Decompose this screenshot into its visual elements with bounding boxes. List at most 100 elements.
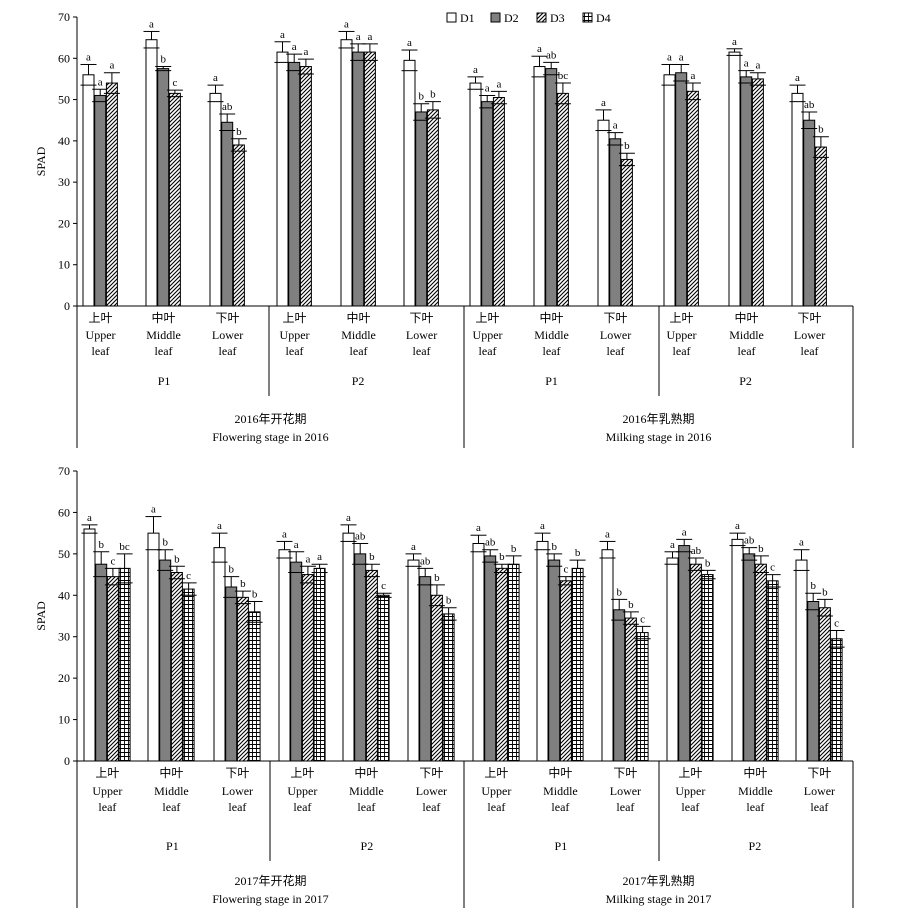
- stage-label-cn: 2016年开花期: [234, 411, 306, 426]
- category-label-cn: 上叶: [678, 766, 702, 780]
- category-label-en: leaf: [422, 800, 440, 814]
- bar-d1: [276, 51, 289, 307]
- significance-letter: a: [294, 539, 299, 551]
- significance-letter: c: [770, 562, 775, 574]
- bar-d2: [678, 545, 691, 762]
- bar-d3: [751, 78, 764, 307]
- category-label-en: Upper: [675, 784, 705, 798]
- bar-d3: [426, 109, 439, 307]
- category-label-en: Upper: [92, 784, 122, 798]
- group-label: P1: [555, 839, 568, 853]
- bar-d1: [407, 559, 420, 762]
- bar-d3: [559, 580, 572, 762]
- y-tick-label: 60: [58, 51, 70, 65]
- significance-letter: bc: [558, 70, 569, 82]
- bar-d2: [481, 101, 494, 307]
- group-label: P2: [352, 374, 365, 388]
- significance-letter: ab: [804, 99, 815, 111]
- significance-letter: b: [252, 589, 258, 601]
- category-label-cn: 下叶: [604, 311, 628, 325]
- significance-letter: b: [369, 551, 375, 563]
- bar-d2: [419, 576, 432, 762]
- legend-label-d1: D1: [460, 11, 475, 25]
- category-label-en: Middle: [729, 328, 764, 342]
- significance-letter: c: [834, 618, 839, 630]
- bar-d3: [492, 97, 505, 307]
- significance-letter: b: [446, 595, 452, 607]
- bar-d4: [701, 574, 714, 762]
- significance-letter: b: [174, 553, 180, 565]
- significance-letter: a: [407, 37, 412, 49]
- bar-d4: [571, 567, 584, 762]
- group-label: P1: [158, 374, 171, 388]
- category-label-cn: 下叶: [216, 311, 240, 325]
- y-tick-label: 50: [58, 547, 70, 561]
- category-label-cn: 下叶: [410, 311, 434, 325]
- significance-letter: b: [160, 54, 166, 66]
- bar-d2: [613, 609, 626, 762]
- bar-d1: [340, 39, 353, 307]
- category-label-en: Upper: [667, 328, 697, 342]
- significance-letter: b: [705, 557, 711, 569]
- bar-d1: [533, 66, 546, 307]
- significance-letter: a: [682, 526, 687, 538]
- significance-letter: b: [810, 580, 816, 592]
- y-tick-label: 0: [64, 754, 70, 768]
- category-label-cn: 下叶: [807, 766, 831, 780]
- bar-d2: [743, 553, 756, 762]
- category-label-en: leaf: [357, 800, 375, 814]
- bar-d2: [225, 586, 238, 762]
- category-label-en: Middle: [154, 784, 189, 798]
- y-tick-label: 40: [58, 588, 70, 602]
- significance-letter: a: [305, 553, 310, 565]
- category-label-en: leaf: [413, 344, 431, 358]
- significance-letter: a: [109, 60, 114, 72]
- significance-letter: a: [735, 520, 740, 532]
- category-label-en: Middle: [738, 784, 773, 798]
- category-label-en: leaf: [616, 800, 634, 814]
- bar-d2: [354, 553, 367, 762]
- bar-d2: [157, 68, 170, 307]
- bar-d1: [213, 547, 226, 762]
- significance-letter: a: [690, 70, 695, 82]
- bar-d2: [95, 563, 108, 762]
- significance-letter: a: [601, 97, 606, 109]
- stage-label-cn: 2017年开花期: [234, 873, 306, 888]
- bar-d3: [232, 144, 245, 307]
- significance-letter: ab: [485, 537, 496, 549]
- significance-letter: a: [679, 51, 684, 63]
- legend-swatch-d2: [490, 12, 501, 23]
- bar-d1: [403, 59, 416, 307]
- bar-d1: [597, 119, 610, 307]
- significance-letter: a: [217, 520, 222, 532]
- category-label-en: leaf: [673, 344, 691, 358]
- bar-d4: [442, 613, 455, 762]
- significance-letter: ab: [420, 555, 431, 567]
- significance-letter: a: [151, 504, 156, 516]
- significance-letter: c: [640, 613, 645, 625]
- category-label-cn: 上叶: [89, 311, 113, 325]
- bar-d2: [352, 51, 365, 307]
- stage-label-en: Milking stage in 2016: [606, 430, 712, 444]
- bar-d2: [484, 555, 497, 762]
- stage-label-cn: 2017年乳熟期: [622, 873, 694, 888]
- bar-d4: [766, 580, 779, 762]
- category-label-en: Upper: [481, 784, 511, 798]
- bar-d3: [754, 563, 767, 762]
- significance-letter: a: [496, 78, 501, 90]
- significance-letter: a: [317, 551, 322, 563]
- bar-d2: [288, 61, 301, 307]
- category-label-cn: 中叶: [735, 310, 759, 325]
- group-label: P2: [749, 839, 762, 853]
- bar-d2: [94, 94, 107, 307]
- significance-letter: b: [511, 543, 517, 555]
- bar-d3: [686, 90, 699, 307]
- bar-d3: [620, 158, 633, 307]
- category-label-en: Lower: [212, 328, 243, 342]
- category-label-en: Middle: [146, 328, 181, 342]
- bar-d2: [609, 138, 622, 307]
- significance-letter: a: [344, 18, 349, 30]
- bar-d4: [118, 567, 131, 762]
- bar-d4: [248, 611, 261, 762]
- bar-d2: [290, 561, 303, 762]
